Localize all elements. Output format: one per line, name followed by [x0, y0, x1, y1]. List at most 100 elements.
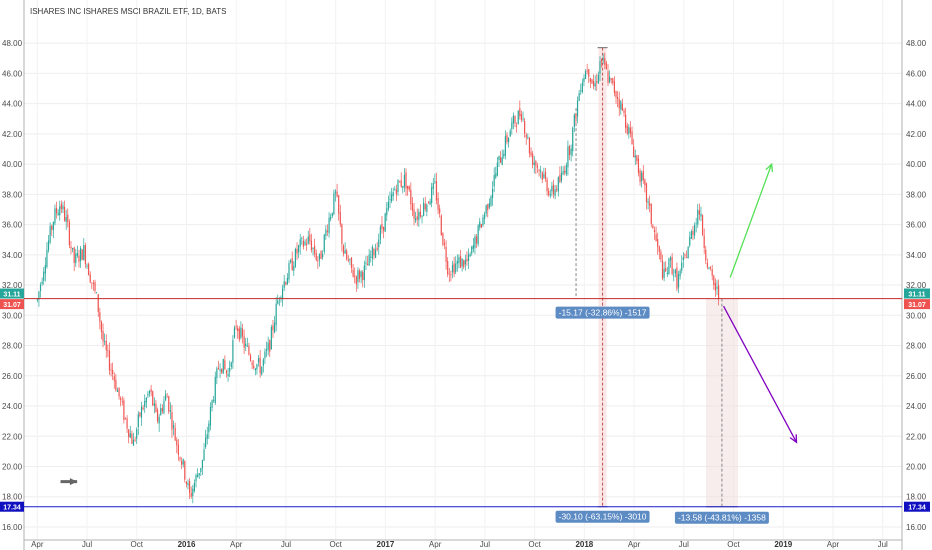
candle-body: [240, 327, 242, 338]
arrow-shaft[interactable]: [723, 305, 798, 443]
candle-body: [86, 265, 88, 267]
candle-body: [466, 259, 468, 262]
measure-label: -30.10 (-63.15%) -3010: [559, 512, 647, 522]
candle-body: [79, 247, 82, 261]
measure-band: [705, 298, 738, 507]
horizontal-lines[interactable]: [24, 298, 902, 508]
time-tick-label: Oct: [528, 540, 541, 549]
time-tick-label: Apr: [827, 540, 840, 549]
price-badge-label: 31.11: [908, 292, 925, 299]
candle-body: [631, 131, 633, 145]
candle-body: [516, 125, 518, 127]
candle-body: [219, 369, 221, 371]
price-tick-label-left: 16.00: [2, 523, 23, 532]
candle-body: [479, 221, 481, 228]
candle-body: [54, 208, 56, 224]
candle-body: [551, 186, 553, 192]
candle-body: [309, 234, 311, 242]
candle-body: [485, 205, 487, 214]
candle-body: [249, 355, 252, 361]
candle-body: [259, 357, 261, 374]
candle-body: [382, 226, 385, 231]
price-axis[interactable]: 16.00 16.00 18.00 18.00 20.00 20.00 22.00 22.00…: [2, 39, 927, 532]
candle-body: [118, 387, 120, 397]
candle-body: [394, 189, 396, 190]
candle-body: [68, 221, 70, 246]
candle-body: [504, 136, 507, 156]
candle-body: [682, 257, 684, 261]
candle-body: [467, 254, 470, 261]
candle-body: [703, 235, 705, 248]
candle-body: [602, 58, 604, 60]
measure-label: -13.58 (-43.81%) -1358: [678, 513, 766, 523]
candle-body: [524, 121, 526, 134]
candle-body: [690, 231, 692, 239]
candle-body: [552, 184, 555, 195]
candle-body: [512, 115, 515, 124]
candle-body: [76, 253, 78, 256]
candle-body: [418, 211, 420, 220]
candle-body: [222, 358, 224, 374]
candle-body: [270, 326, 272, 350]
candle-body: [379, 226, 381, 240]
price-tick-label-left: 28.00: [2, 342, 23, 351]
candle-body: [636, 155, 638, 161]
candle-body: [180, 461, 183, 465]
candle-body: [495, 173, 497, 178]
candle-body: [447, 261, 449, 275]
candle-body: [237, 327, 239, 332]
candle-body: [607, 71, 609, 84]
arrow-head[interactable]: [765, 162, 774, 173]
candle-body: [421, 216, 423, 218]
time-tick-label: Oct: [727, 540, 740, 549]
trend-arrows[interactable]: [60, 162, 798, 486]
candle-body: [47, 240, 50, 251]
time-axis[interactable]: Apr Jul Oct 2016 Apr Jul Oct 2017 Apr Jul Oct 2018 A…: [31, 540, 888, 549]
candle-body: [623, 110, 625, 114]
candle-body: [649, 203, 651, 206]
candle-body: [145, 397, 147, 403]
candle-body: [298, 245, 300, 253]
candle-body: [503, 153, 505, 157]
candle-body: [289, 260, 292, 263]
candle-body: [253, 365, 255, 369]
candle-body: [166, 396, 168, 398]
candle-body: [533, 162, 535, 166]
candle-body: [269, 340, 271, 352]
candle-body: [131, 433, 133, 444]
arrow-head[interactable]: [69, 478, 78, 486]
candle-body: [132, 439, 135, 446]
candle-body: [713, 275, 715, 285]
candle-body: [626, 125, 628, 134]
candle-body: [108, 350, 111, 371]
candle-body: [172, 425, 175, 428]
arrow-shaft[interactable]: [729, 163, 773, 278]
candle-body: [519, 108, 521, 117]
candle-body: [325, 229, 327, 236]
candle-body: [508, 137, 510, 143]
price-tick-label: 22.00: [906, 432, 927, 441]
candle-body: [538, 169, 540, 171]
price-tick-label-left: 40.00: [2, 160, 23, 169]
candle-body: [596, 81, 598, 83]
candle-body: [584, 71, 587, 80]
candle-body: [525, 134, 527, 138]
candle-body: [653, 229, 656, 233]
candle-body: [230, 362, 232, 367]
candle-body: [38, 291, 40, 300]
candle-body: [363, 265, 365, 281]
candle-body: [692, 231, 694, 236]
candle-body: [62, 205, 64, 210]
candle-body: [291, 258, 293, 271]
candle-body: [323, 234, 325, 252]
time-tick-label: Jul: [281, 540, 291, 549]
measure-tools[interactable]: [575, 47, 738, 508]
candle-body: [177, 444, 179, 455]
price-tick-label-left: 26.00: [2, 372, 23, 381]
candle-body: [536, 165, 539, 168]
candle-body: [248, 346, 250, 355]
candle-body: [520, 113, 523, 120]
arrow-head[interactable]: [789, 434, 798, 444]
candle-body: [697, 209, 699, 225]
